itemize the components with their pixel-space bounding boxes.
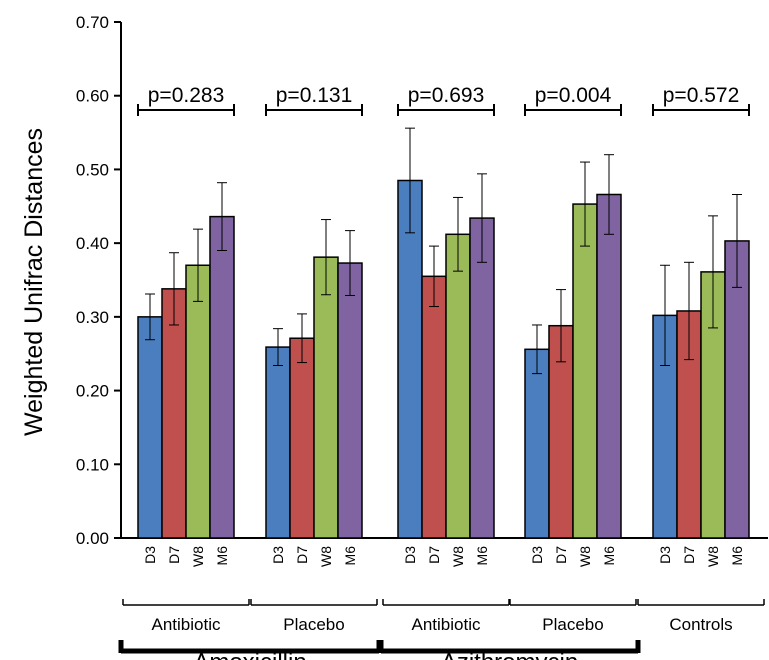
- bar: [572, 203, 598, 539]
- x-tick-label: D3: [270, 546, 286, 564]
- pvalue-label: p=0.572: [663, 84, 740, 107]
- group-label: Antibiotic: [152, 615, 221, 634]
- bar: [524, 348, 550, 539]
- drug-label: Azithromycin: [441, 649, 578, 660]
- x-tick-label: D7: [294, 546, 310, 564]
- x-tick-label: M6: [729, 546, 745, 566]
- x-tick-label: D3: [402, 546, 418, 564]
- bar: [469, 217, 495, 539]
- group-label: Placebo: [542, 615, 603, 634]
- bar: [265, 346, 291, 539]
- pvalue-label: p=0.693: [408, 84, 485, 107]
- bar: [397, 179, 423, 539]
- pvalue-label: p=0.131: [276, 84, 353, 107]
- x-tick-label: M6: [214, 546, 230, 566]
- y-tick-label: 0.10: [76, 455, 109, 474]
- x-tick-label: M6: [601, 546, 617, 566]
- bar: [337, 262, 363, 539]
- y-tick-label: 0.60: [76, 87, 109, 106]
- bar: [313, 256, 339, 539]
- bar: [421, 275, 447, 539]
- x-tick-label: D7: [426, 546, 442, 564]
- y-tick-label: 0.40: [76, 234, 109, 253]
- bar: [137, 316, 163, 539]
- bar: [445, 233, 471, 539]
- bar: [209, 215, 235, 539]
- x-tick-label: D7: [553, 546, 569, 564]
- x-tick-label: W8: [577, 546, 593, 567]
- y-tick-label: 0.20: [76, 382, 109, 401]
- group-label: Antibiotic: [412, 615, 481, 634]
- y-tick-label: 0.00: [76, 529, 109, 548]
- bar: [185, 264, 211, 539]
- x-tick-label: D3: [657, 546, 673, 564]
- group-label: Controls: [669, 615, 732, 634]
- x-tick-label: D3: [142, 546, 158, 564]
- y-axis-label: Weighted Unifrac Distances: [20, 128, 48, 436]
- bar: [161, 288, 187, 539]
- drug-label: Amoxicillin: [193, 649, 306, 660]
- x-tick-label: D7: [166, 546, 182, 564]
- x-tick-label: W8: [318, 546, 334, 567]
- x-tick-label: M6: [474, 546, 490, 566]
- pvalue-label: p=0.004: [535, 84, 612, 107]
- x-axis-labels: D3 D7 W8 M6 Antibiotic D3 D7 W8 M6 Placebo D3 D7 W8 M…: [118, 546, 765, 660]
- y-tick-label: 0.50: [76, 160, 109, 179]
- group-label: Placebo: [283, 615, 344, 634]
- bar: [289, 337, 315, 539]
- x-tick-label: W8: [190, 546, 206, 567]
- bar: [596, 193, 622, 539]
- x-tick-label: M6: [342, 546, 358, 566]
- x-tick-label: D7: [681, 546, 697, 564]
- y-tick-label: 0.30: [76, 308, 109, 327]
- x-tick-label: W8: [705, 546, 721, 567]
- x-tick-label: W8: [450, 546, 466, 567]
- y-tick-label: 0.70: [76, 13, 109, 32]
- bars: [137, 127, 750, 539]
- annotations: p=0.283 p=0.131 p=0.693 p=0.004 p=0.572: [137, 84, 750, 116]
- pvalue-label: p=0.283: [148, 84, 225, 107]
- x-tick-label: D3: [529, 546, 545, 564]
